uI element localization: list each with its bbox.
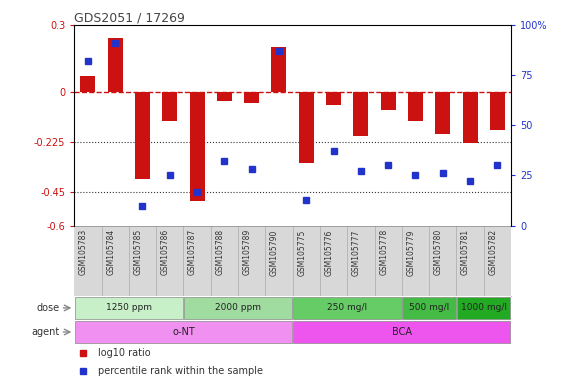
Bar: [184, 297, 292, 319]
Bar: [81, 76, 95, 92]
Text: GSM105777: GSM105777: [352, 229, 361, 276]
Text: GSM105780: GSM105780: [434, 229, 443, 275]
Text: GDS2051 / 17269: GDS2051 / 17269: [74, 12, 185, 25]
Bar: [381, 92, 396, 110]
Text: GSM105786: GSM105786: [161, 229, 170, 275]
Text: GSM105784: GSM105784: [106, 229, 115, 275]
Bar: [435, 92, 451, 134]
Text: GSM105779: GSM105779: [407, 229, 416, 276]
Text: 1000 mg/l: 1000 mg/l: [461, 303, 506, 313]
Text: log10 ratio: log10 ratio: [98, 348, 151, 358]
Text: GSM105778: GSM105778: [379, 229, 388, 275]
Text: GSM105783: GSM105783: [79, 229, 88, 275]
Text: GSM105782: GSM105782: [488, 229, 497, 275]
Text: GSM105788: GSM105788: [215, 229, 224, 275]
Text: GSM105790: GSM105790: [270, 229, 279, 276]
Text: GSM105775: GSM105775: [297, 229, 306, 276]
Text: 250 mg/l: 250 mg/l: [327, 303, 367, 313]
Bar: [457, 297, 510, 319]
Bar: [244, 92, 259, 103]
Text: GSM105781: GSM105781: [461, 229, 470, 275]
Text: GSM105785: GSM105785: [134, 229, 143, 275]
Bar: [75, 321, 292, 343]
Bar: [463, 92, 477, 143]
Bar: [75, 297, 183, 319]
Bar: [408, 92, 423, 121]
Bar: [299, 92, 314, 163]
Bar: [271, 47, 287, 92]
Bar: [162, 92, 177, 121]
Text: percentile rank within the sample: percentile rank within the sample: [98, 366, 263, 376]
Bar: [403, 297, 456, 319]
Bar: [326, 92, 341, 105]
Text: 500 mg/l: 500 mg/l: [409, 303, 449, 313]
Bar: [293, 321, 510, 343]
Text: 2000 ppm: 2000 ppm: [215, 303, 261, 313]
Text: dose: dose: [36, 303, 59, 313]
Text: GSM105789: GSM105789: [243, 229, 252, 275]
Bar: [353, 92, 368, 136]
Bar: [293, 297, 401, 319]
Text: GSM105776: GSM105776: [324, 229, 333, 276]
Text: 1250 ppm: 1250 ppm: [106, 303, 152, 313]
Text: BCA: BCA: [392, 327, 412, 337]
Bar: [190, 92, 204, 201]
Bar: [490, 92, 505, 130]
Bar: [108, 38, 123, 92]
Text: o-NT: o-NT: [172, 327, 195, 337]
Text: agent: agent: [31, 327, 59, 337]
Bar: [217, 92, 232, 101]
Text: GSM105787: GSM105787: [188, 229, 197, 275]
Bar: [135, 92, 150, 179]
